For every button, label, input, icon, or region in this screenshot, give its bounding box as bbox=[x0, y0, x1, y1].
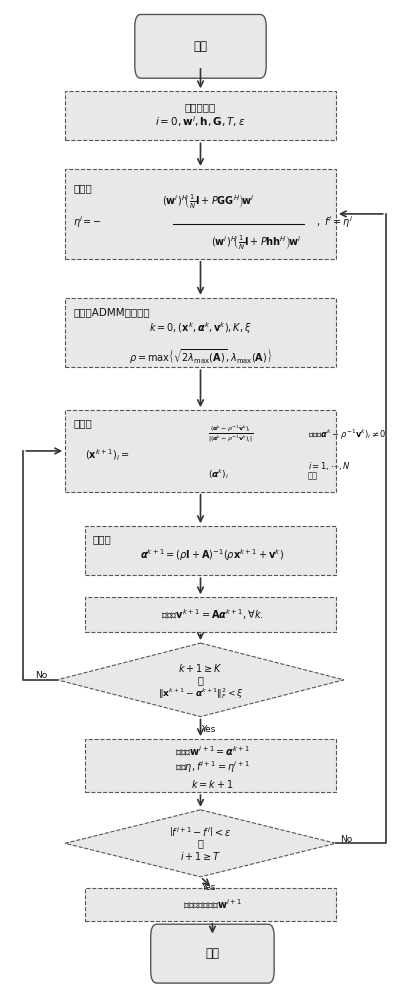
Text: 计算$\eta, f^{i+1}=\eta^{i+1}$: 计算$\eta, f^{i+1}=\eta^{i+1}$ bbox=[175, 759, 250, 775]
Text: $\left(\mathbf{w}^i\right)^H\!\left(\frac{1}{N}\mathbf{I}+P\mathbf{h}\mathbf{h}^: $\left(\mathbf{w}^i\right)^H\!\left(\fra… bbox=[211, 233, 301, 252]
Text: 否则: 否则 bbox=[308, 471, 318, 480]
Text: $\boldsymbol{\alpha}^{k+1}=(\rho\mathbf{I}+\mathbf{A})^{-1}(\rho\mathbf{x}^{k+1}: $\boldsymbol{\alpha}^{k+1}=(\rho\mathbf{… bbox=[140, 547, 284, 563]
Text: $(\boldsymbol{\alpha}^k)_i$: $(\boldsymbol{\alpha}^k)_i$ bbox=[208, 467, 230, 481]
Text: $\|\mathbf{x}^{k+1}-\boldsymbol{\alpha}^{k+1}\|_F^2<\xi$: $\|\mathbf{x}^{k+1}-\boldsymbol{\alpha}^… bbox=[158, 686, 243, 701]
Text: 计算：: 计算： bbox=[73, 418, 92, 428]
FancyBboxPatch shape bbox=[85, 888, 336, 921]
Polygon shape bbox=[65, 810, 336, 877]
Text: 结束: 结束 bbox=[206, 947, 219, 960]
Text: $(\mathbf{x}^{k+1})_i=$: $(\mathbf{x}^{k+1})_i=$ bbox=[85, 447, 129, 463]
FancyBboxPatch shape bbox=[135, 14, 266, 78]
Text: 初始化参数
$i=0, \mathbf{w}^i, \mathbf{h}, \mathbf{G}, T, \varepsilon$: 初始化参数 $i=0, \mathbf{w}^i, \mathbf{h}, \m… bbox=[155, 102, 246, 129]
Text: $k=0, (\mathbf{x}^k, \boldsymbol{\alpha}^k, \mathbf{v}^k), K, \xi$: $k=0, (\mathbf{x}^k, \boldsymbol{\alpha}… bbox=[149, 320, 252, 336]
Text: $k+1 \geq K$: $k+1 \geq K$ bbox=[178, 662, 223, 674]
Text: 计算：: 计算： bbox=[93, 534, 112, 544]
Text: 计算：$\mathbf{v}^{k+1}=\mathbf{A}\boldsymbol{\alpha}^{k+1}, \forall k.$: 计算：$\mathbf{v}^{k+1}=\mathbf{A}\boldsymb… bbox=[161, 607, 264, 622]
Text: $,\ f^i=\eta^i$: $,\ f^i=\eta^i$ bbox=[316, 214, 353, 230]
FancyBboxPatch shape bbox=[85, 526, 336, 575]
FancyBboxPatch shape bbox=[65, 169, 336, 259]
Text: 或: 或 bbox=[197, 675, 204, 685]
Text: Yes: Yes bbox=[201, 883, 216, 892]
Text: 初始化ADMM算法参数: 初始化ADMM算法参数 bbox=[73, 308, 150, 318]
Text: $\frac{(\boldsymbol{\alpha}^k-\rho^{-1}\mathbf{v}^k)_i}{|(\boldsymbol{\alpha}^k-: $\frac{(\boldsymbol{\alpha}^k-\rho^{-1}\… bbox=[208, 424, 254, 445]
Text: 计算：: 计算： bbox=[73, 184, 92, 194]
Text: $\rho=\max\left\{\sqrt{2\lambda_{\max}(\mathbf{A})}, \lambda_{\max}(\mathbf{A})\: $\rho=\max\left\{\sqrt{2\lambda_{\max}(\… bbox=[129, 348, 272, 366]
Text: $\left|f^{i+1}-f^i\right|<\varepsilon$: $\left|f^{i+1}-f^i\right|<\varepsilon$ bbox=[169, 825, 232, 839]
Text: Yes: Yes bbox=[201, 725, 216, 734]
FancyBboxPatch shape bbox=[85, 739, 336, 792]
Text: 输出结果波束：$\mathbf{w}^{i+1}$: 输出结果波束：$\mathbf{w}^{i+1}$ bbox=[183, 898, 242, 911]
FancyBboxPatch shape bbox=[65, 410, 336, 492]
Text: $i=1,\cdots,N$: $i=1,\cdots,N$ bbox=[308, 460, 351, 472]
FancyBboxPatch shape bbox=[85, 597, 336, 632]
Text: 输出：$\mathbf{w}^{i+1}=\boldsymbol{\alpha}^{k+1}$: 输出：$\mathbf{w}^{i+1}=\boldsymbol{\alpha}… bbox=[175, 744, 250, 758]
Text: $\eta^i\!=\!-$: $\eta^i\!=\!-$ bbox=[73, 214, 102, 230]
Text: No: No bbox=[340, 835, 352, 844]
Text: 如果$（\boldsymbol{\alpha}^k-\rho^{-1}\mathbf{v}^k)_i\neq 0$: 如果$（\boldsymbol{\alpha}^k-\rho^{-1}\math… bbox=[308, 427, 387, 442]
Text: $i+1\geq T$: $i+1\geq T$ bbox=[180, 850, 221, 862]
FancyBboxPatch shape bbox=[151, 924, 274, 983]
Text: 或: 或 bbox=[197, 838, 204, 848]
Text: $\left(\mathbf{w}^i\right)^H\!\left(\frac{1}{N}\mathbf{I}+P\mathbf{G}\mathbf{G}^: $\left(\mathbf{w}^i\right)^H\!\left(\fra… bbox=[162, 193, 255, 211]
FancyBboxPatch shape bbox=[65, 91, 336, 140]
Text: 开始: 开始 bbox=[193, 40, 208, 53]
FancyBboxPatch shape bbox=[65, 298, 336, 367]
Text: No: No bbox=[35, 671, 47, 680]
Text: $k=k+1$: $k=k+1$ bbox=[191, 778, 234, 790]
Polygon shape bbox=[57, 643, 344, 717]
